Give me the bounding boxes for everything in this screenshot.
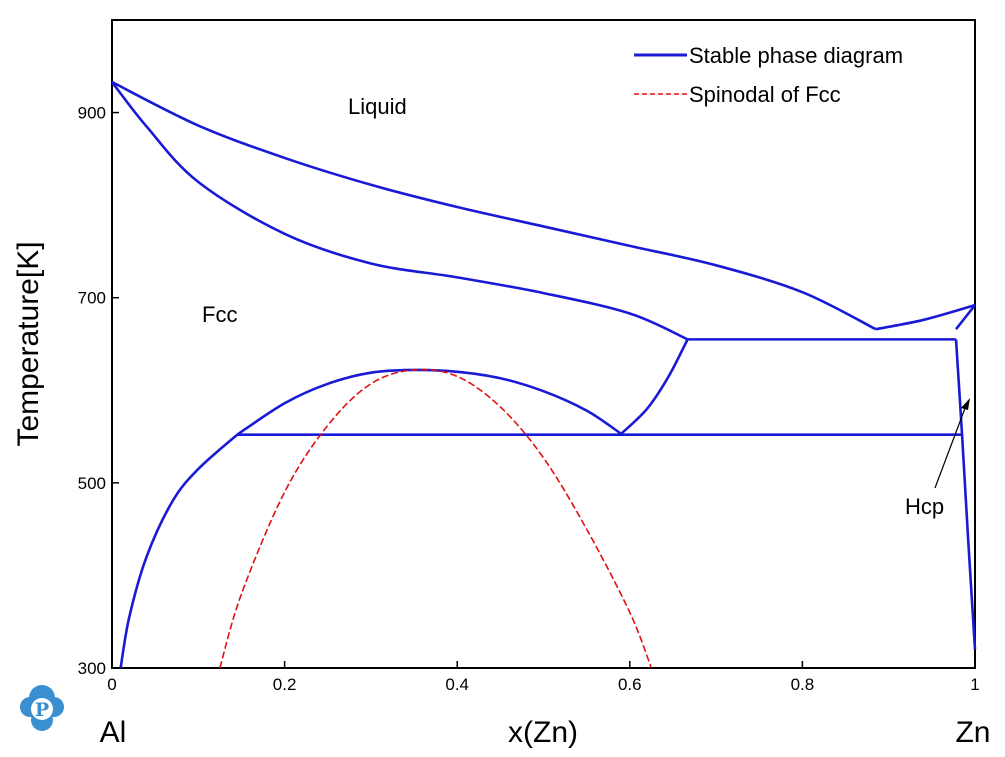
region-label-liquid: Liquid [348, 94, 407, 119]
hcp-annotation: Hcp [905, 398, 970, 519]
region-label-fcc: Fcc [202, 302, 237, 327]
phase-boundary-monotectoid-boundary [620, 338, 689, 435]
end-label-zn: Zn [955, 716, 990, 749]
y-tick-label: 300 [78, 659, 106, 678]
spinodal-curve-spinodal [219, 368, 653, 669]
x-tick-label: 0.4 [445, 675, 469, 694]
phase-boundary-liquidus-al-side [111, 80, 877, 331]
phase-boundary-hcp-solidus [954, 304, 977, 330]
y-tick-label: 900 [78, 104, 106, 123]
legend-label-stable: Stable phase diagram [689, 43, 903, 68]
hcp-arrow-head [961, 398, 970, 410]
x-tick-label: 0.8 [791, 675, 815, 694]
legend-label-spinodal: Spinodal of Fcc [689, 82, 841, 107]
phase-boundary-fcc-miscibility-gap [236, 368, 622, 436]
hcp-arrow-line [934, 402, 968, 489]
plot-frame [111, 19, 976, 669]
legend: Stable phase diagram Spinodal of Fcc [634, 43, 903, 107]
logo: P [20, 685, 64, 731]
axes-layer: 0 0.2 0.4 0.6 0.8 1 300 500 700 900 [78, 104, 980, 694]
hcp-label: Hcp [905, 494, 944, 519]
end-label-al: Al [100, 716, 127, 749]
y-axis-title: Temperature[K] [12, 241, 45, 446]
y-tick-label: 500 [78, 474, 106, 493]
phase-boundary-fcc-solvus [119, 433, 238, 669]
phase-boundary-solidus-al-side [110, 81, 689, 341]
x-tick-label: 0 [107, 675, 116, 694]
x-tick-label: 1 [970, 675, 979, 694]
logo-letter: P [35, 699, 49, 721]
x-axis-title: x(Zn) [508, 716, 578, 749]
phase-boundary-hcp-solvus [954, 339, 977, 650]
phase-boundary-liquidus-zn-side [875, 303, 976, 331]
series-layer [110, 80, 977, 669]
y-tick-label: 700 [78, 289, 106, 308]
x-tick-label: 0.2 [273, 675, 297, 694]
x-tick-label: 0.6 [618, 675, 642, 694]
